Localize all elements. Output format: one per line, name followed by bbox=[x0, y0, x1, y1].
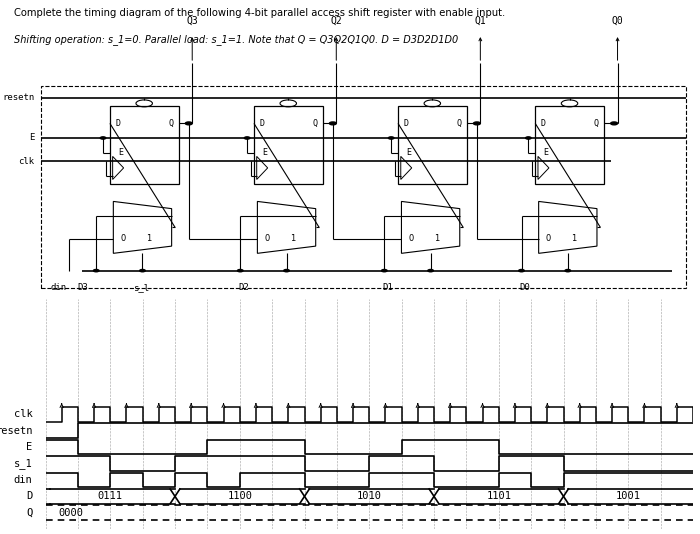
Text: E: E bbox=[262, 148, 267, 158]
Text: 1001: 1001 bbox=[616, 491, 640, 501]
Text: 1: 1 bbox=[146, 234, 151, 244]
Text: 1: 1 bbox=[290, 234, 295, 244]
Text: Q3: Q3 bbox=[186, 15, 198, 26]
Text: D2: D2 bbox=[238, 283, 249, 292]
Text: D1: D1 bbox=[382, 283, 393, 292]
Circle shape bbox=[565, 270, 570, 272]
Text: s_l: s_l bbox=[133, 283, 149, 292]
Bar bbox=[110, 106, 178, 184]
Circle shape bbox=[140, 270, 145, 272]
Text: 0: 0 bbox=[265, 234, 270, 244]
Text: 1010: 1010 bbox=[357, 491, 382, 501]
Text: 0: 0 bbox=[408, 234, 414, 244]
Text: E: E bbox=[406, 148, 412, 158]
Text: 0000: 0000 bbox=[59, 508, 83, 518]
Text: Q: Q bbox=[594, 119, 598, 128]
Text: E: E bbox=[27, 442, 32, 452]
Circle shape bbox=[93, 270, 99, 272]
Text: Q0: Q0 bbox=[612, 15, 624, 26]
Text: Q: Q bbox=[168, 119, 173, 128]
Circle shape bbox=[330, 122, 336, 125]
Text: din: din bbox=[14, 475, 32, 485]
Text: D: D bbox=[403, 119, 409, 128]
Text: s_1: s_1 bbox=[14, 458, 32, 469]
Text: clk: clk bbox=[18, 156, 34, 166]
Text: D: D bbox=[260, 119, 265, 128]
Text: E: E bbox=[29, 134, 34, 143]
Circle shape bbox=[473, 122, 480, 125]
Circle shape bbox=[389, 137, 394, 139]
Text: din: din bbox=[50, 283, 66, 292]
Text: D0: D0 bbox=[519, 283, 531, 292]
Circle shape bbox=[186, 122, 192, 125]
Text: 0: 0 bbox=[120, 234, 125, 244]
Text: D: D bbox=[540, 119, 546, 128]
Bar bbox=[41, 86, 686, 288]
Text: E: E bbox=[543, 148, 549, 158]
Text: D: D bbox=[116, 119, 120, 128]
Text: Q: Q bbox=[27, 508, 32, 518]
Text: 1: 1 bbox=[435, 234, 440, 244]
Circle shape bbox=[237, 270, 243, 272]
Circle shape bbox=[382, 270, 387, 272]
Text: clk: clk bbox=[14, 409, 32, 419]
Circle shape bbox=[428, 270, 433, 272]
Text: Q2: Q2 bbox=[330, 15, 342, 26]
Text: E: E bbox=[118, 148, 123, 158]
Text: 1100: 1100 bbox=[228, 491, 252, 501]
Text: 1101: 1101 bbox=[486, 491, 511, 501]
Text: resetn: resetn bbox=[0, 426, 32, 436]
Text: 1: 1 bbox=[572, 234, 577, 244]
Text: 0111: 0111 bbox=[98, 491, 122, 501]
Text: D3: D3 bbox=[77, 283, 88, 292]
Circle shape bbox=[526, 137, 531, 139]
Text: resetn: resetn bbox=[2, 93, 34, 102]
Text: Complete the timing diagram of the following 4-bit parallel access shift registe: Complete the timing diagram of the follo… bbox=[14, 8, 505, 18]
Bar bbox=[536, 106, 604, 184]
Bar bbox=[398, 106, 467, 184]
Text: 0: 0 bbox=[545, 234, 551, 244]
Bar bbox=[254, 106, 323, 184]
Text: D: D bbox=[27, 491, 32, 501]
Circle shape bbox=[610, 122, 617, 125]
Circle shape bbox=[519, 270, 524, 272]
Circle shape bbox=[244, 137, 250, 139]
Text: Shifting operation: s_1=0. Parallel load: s_1=1. Note that Q = Q3Q2Q1Q0. D = D3D: Shifting operation: s_1=0. Parallel load… bbox=[14, 34, 458, 45]
Circle shape bbox=[284, 270, 289, 272]
Text: Q1: Q1 bbox=[475, 15, 486, 26]
Text: Q: Q bbox=[312, 119, 317, 128]
Circle shape bbox=[100, 137, 106, 139]
Text: Q: Q bbox=[456, 119, 461, 128]
